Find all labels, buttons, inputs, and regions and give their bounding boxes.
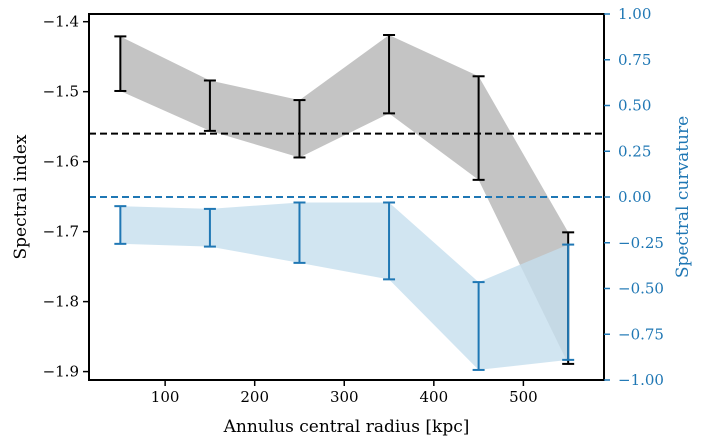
y-axis-label: Spectral index [11,134,31,259]
x-tick-label: 500 [509,388,538,406]
x-tick-label: 400 [420,388,449,406]
y2-tick-label: −0.50 [618,280,664,298]
y2-tick-label: −0.25 [618,234,664,252]
y-tick-label: −1.4 [43,13,79,31]
axes: 100 200 300 400 500 −1.9 −1.8 −1.7 −1.6 −1.5 −1.4 −… [43,5,664,406]
band-series-1 [120,35,569,364]
x-tick-label: 100 [151,388,180,406]
x-axis-label: Annulus central radius [kpc] [223,417,470,437]
y2-tick-label: 0.50 [618,97,651,115]
y2-tick-label: 0.00 [618,188,651,206]
x-tick-label: 200 [240,388,269,406]
y-tick-label: −1.5 [43,83,79,101]
y2-tick-label: 0.75 [618,51,651,69]
y2-tick-label: −1.00 [618,371,664,389]
x-tick-label: 300 [330,388,359,406]
y2-tick-label: −0.75 [618,325,664,343]
y2-tick-label: 1.00 [618,5,651,23]
y-tick-label: −1.8 [43,293,79,311]
y2-axis-label: Spectral curvature [673,116,693,278]
uncertainty-bands [120,35,569,370]
y-tick-label: −1.6 [43,153,79,171]
y-tick-label: −1.7 [43,223,79,241]
y-tick-label: −1.9 [43,363,79,381]
reference-lines [89,132,604,198]
band-series-2 [120,202,569,370]
y2-tick-label: 0.25 [618,142,651,160]
error-bars [114,33,575,371]
